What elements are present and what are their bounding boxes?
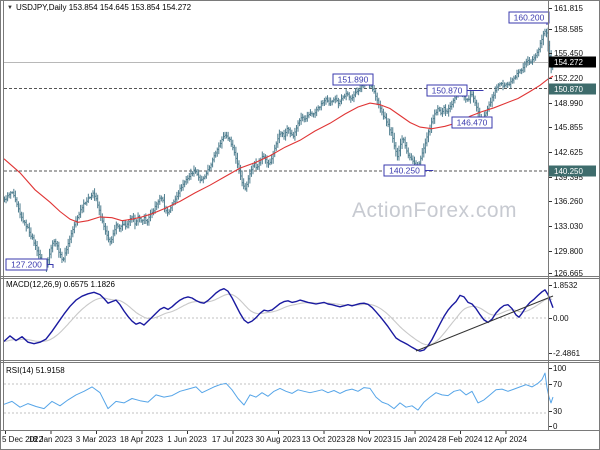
indicator-axis-label: 30: [553, 407, 562, 416]
macd-trendline[interactable]: [415, 295, 554, 352]
date-label: 28 Nov 2023: [346, 435, 392, 444]
highlighted-price-label-bg: [549, 165, 596, 177]
date-label: 15 Jan 2024: [392, 435, 437, 444]
price-axis-label: 126.665: [554, 269, 583, 278]
candlesticks: [3, 27, 554, 272]
price-axis-label: 129.800: [554, 247, 583, 256]
date-label: 13 Oct 2023: [302, 435, 346, 444]
macd-signal-line: [3, 293, 553, 346]
symbol-ohlc-title: USDJPY,Daily 153.854 154.645 153.854 154…: [15, 3, 192, 12]
highlighted-price-label: 150.870: [554, 85, 583, 94]
indicator-axis-label: 70: [553, 380, 562, 389]
annotation-text: 140.250: [389, 166, 420, 176]
rsi-indicator-label: RSI(14) 51.9158: [6, 366, 65, 375]
annotation-140.250[interactable]: 140.250: [383, 164, 434, 177]
annotation-146.470[interactable]: 146.470: [451, 116, 493, 129]
annotation-160.200[interactable]: 160.200: [508, 11, 550, 25]
price-axis-label: 148.990: [554, 99, 583, 108]
moving-average-line[interactable]: [3, 75, 554, 223]
price-axis-label: 142.625: [554, 148, 583, 157]
indicator-axis-label: 1.8532: [553, 281, 578, 290]
price-axis-label: 145.855: [554, 123, 583, 132]
date-label: 18 Apr 2023: [120, 435, 164, 444]
date-label: 12 Apr 2024: [484, 435, 528, 444]
level-lines: [4, 61, 548, 172]
price-axis-label: 158.585: [554, 25, 583, 34]
price-axis-label: 133.030: [554, 222, 583, 231]
indicator-axis-label: 100: [553, 364, 567, 373]
highlighted-price-label-bg: [549, 83, 596, 95]
price-axis-label: 152.220: [554, 74, 583, 83]
annotation-text: 160.200: [514, 13, 545, 23]
date-label: 30 Aug 2023: [256, 435, 301, 444]
watermark: ActionForex.com: [352, 199, 518, 222]
date-label: 3 Mar 2023: [76, 435, 117, 444]
indicator-axis-label: 0.00: [553, 314, 569, 323]
indicator-axis-label: 0: [553, 422, 558, 431]
price-axis[interactable]: 161.815 158.585 155.450 152.220 148.990 145.8…: [549, 4, 596, 431]
highlighted-price-label-bg: [549, 56, 596, 68]
date-label: 5 Dec 2022: [2, 435, 43, 444]
annotation-text: 150.870: [432, 86, 463, 96]
annotation-150.870[interactable]: 150.870: [426, 84, 484, 97]
price-axis-label: 161.815: [554, 4, 583, 13]
chart-title-bar: ▼ USDJPY,Daily 153.854 154.645 153.854 15…: [7, 3, 191, 12]
date-label: 18 Jan 2023: [28, 435, 73, 444]
highlighted-price-label: 140.250: [554, 167, 583, 176]
annotation-text: 151.890: [338, 75, 369, 85]
annotations: 127.200 151.890 150.870 146.470 140.250 160.2…: [5, 11, 550, 271]
collapse-icon[interactable]: ▼: [7, 5, 13, 11]
highlighted-price-label: 154.272: [554, 58, 583, 67]
annotation-127.200[interactable]: 127.200: [5, 258, 54, 271]
macd-indicator-label: MACD(12,26,9) 0.6575 1.1826: [6, 280, 115, 289]
macd-line: [3, 288, 554, 352]
date-label: 17 Jul 2023: [212, 435, 254, 444]
annotation-151.890[interactable]: 151.890: [332, 73, 374, 86]
date-label: 1 Jun 2023: [167, 435, 207, 444]
indicator-axis-label: -2.4861: [553, 349, 581, 358]
annotation-text: 146.470: [457, 118, 488, 128]
rsi-line: [3, 372, 554, 411]
date-label: 28 Feb 2024: [438, 435, 483, 444]
price-axis-label: 136.260: [554, 197, 583, 206]
price-axis-label: 155.450: [554, 49, 583, 58]
annotation-text: 127.200: [11, 260, 42, 270]
price-axis-label: 139.395: [554, 173, 583, 182]
